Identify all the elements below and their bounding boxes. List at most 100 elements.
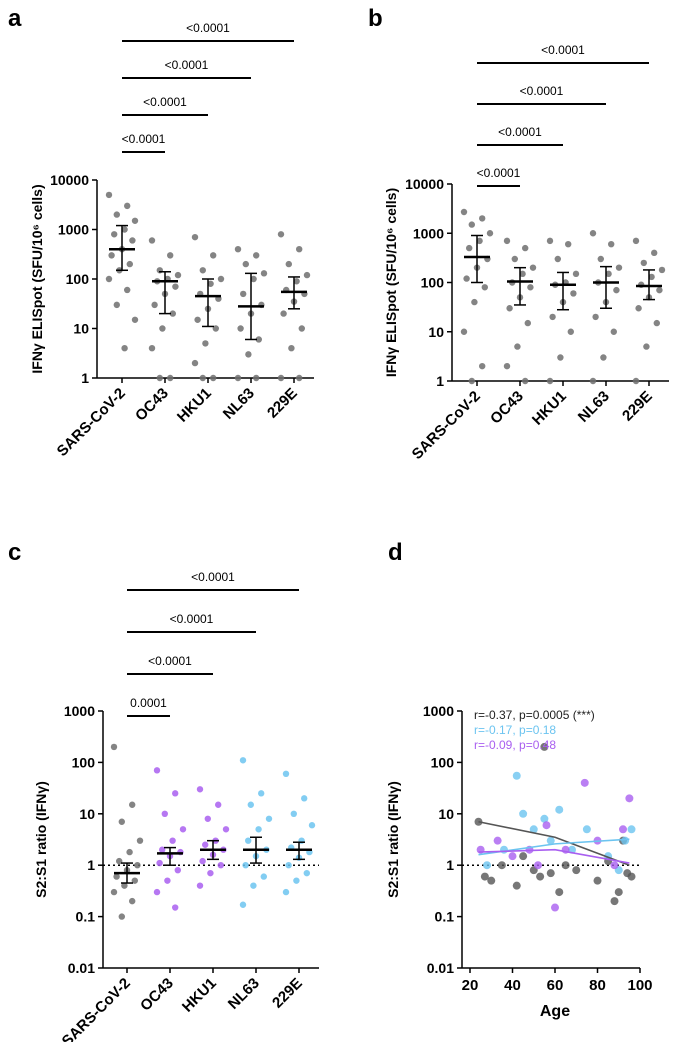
data-point: [105, 191, 113, 199]
data-point: [463, 275, 470, 282]
data-point: [153, 767, 161, 774]
data-point: [174, 866, 181, 874]
significance-label: <0.0001: [143, 95, 187, 109]
data-point: [111, 231, 118, 238]
data-point: [217, 275, 225, 283]
data-point: [610, 861, 619, 870]
y-tick-label: 1: [87, 857, 95, 873]
data-point: [156, 374, 163, 382]
data-point: [580, 778, 589, 787]
data-point: [196, 882, 204, 889]
panel-letter: a: [8, 5, 22, 32]
data-point: [222, 826, 230, 833]
correlation-annotation: r=-0.37, p=0.0005 (***): [474, 708, 595, 722]
x-tick-label: SARS-CoV-2: [409, 388, 484, 463]
significance-label: <0.0001: [122, 132, 166, 146]
data-point: [196, 786, 204, 793]
data-point: [131, 316, 139, 323]
x-tick-label: 60: [547, 977, 564, 994]
y-tick-label: 0.01: [427, 960, 454, 976]
y-tick-label: 100: [421, 275, 445, 291]
data-point: [572, 866, 581, 875]
x-tick-label: NL63: [225, 975, 263, 1013]
data-point: [468, 221, 475, 228]
significance-label: <0.0001: [541, 43, 585, 57]
significance-label: <0.0001: [186, 21, 230, 35]
data-point: [658, 266, 666, 274]
data-point: [460, 328, 468, 335]
data-point: [479, 362, 486, 370]
data-point: [199, 267, 206, 274]
data-point: [121, 344, 128, 352]
data-point: [600, 354, 607, 361]
data-point: [282, 888, 290, 896]
data-point: [156, 267, 163, 274]
data-point: [589, 230, 597, 237]
data-point: [610, 328, 617, 335]
data-point: [466, 244, 473, 252]
y-tick-label: 1000: [64, 703, 95, 719]
data-point: [277, 374, 285, 382]
data-point: [113, 301, 121, 309]
data-point: [210, 374, 217, 382]
data-point: [529, 825, 538, 834]
data-point: [179, 826, 187, 833]
data-point: [191, 359, 199, 367]
data-point: [615, 264, 623, 271]
y-tick-label: 1000: [423, 703, 454, 719]
data-point: [124, 286, 131, 294]
data-point: [592, 313, 599, 321]
data-point: [503, 237, 511, 245]
data-point: [164, 877, 171, 884]
significance-label: 0.0001: [130, 696, 167, 710]
data-point: [653, 319, 660, 327]
data-point: [506, 305, 513, 312]
data-point: [239, 901, 247, 908]
data-point: [167, 252, 174, 259]
y-tick-label: 10: [438, 806, 454, 822]
data-point: [156, 859, 163, 867]
significance-label: <0.0001: [170, 612, 214, 626]
data-point: [131, 877, 138, 884]
data-point: [483, 861, 491, 870]
x-tick-label: 40: [504, 977, 521, 994]
data-point: [194, 316, 201, 323]
data-point: [481, 284, 488, 291]
data-point: [277, 231, 285, 238]
correlation-annotation: r=-0.17, p=0.18: [474, 723, 556, 737]
y-tick-label: 0.01: [68, 960, 95, 976]
data-point: [519, 809, 528, 818]
data-point: [129, 801, 136, 808]
data-point: [258, 790, 265, 797]
data-point: [554, 255, 561, 263]
data-point: [527, 284, 534, 291]
data-point: [285, 260, 292, 268]
data-point: [519, 270, 526, 278]
data-point: [476, 237, 483, 245]
y-tick-label: 10: [79, 806, 95, 822]
data-point: [110, 743, 118, 751]
panel-letter: b: [368, 5, 383, 32]
x-tick-label: 229E: [264, 385, 301, 422]
data-point: [613, 286, 620, 294]
data-point: [242, 862, 249, 869]
trend-line: [478, 820, 630, 866]
significance-label: <0.0001: [148, 654, 192, 668]
x-tick-label: SARS-CoV-2: [54, 385, 129, 460]
data-point: [237, 325, 244, 332]
data-point: [118, 818, 126, 825]
data-point: [250, 275, 257, 283]
data-point: [191, 233, 199, 241]
data-point: [245, 351, 252, 358]
x-axis-label: Age: [540, 1003, 570, 1020]
data-point: [627, 825, 636, 834]
data-point: [260, 873, 267, 880]
data-point: [234, 374, 242, 382]
data-point: [282, 770, 290, 778]
data-point: [621, 836, 630, 845]
data-point: [167, 374, 174, 382]
data-point: [519, 852, 528, 861]
data-point: [131, 217, 139, 224]
data-point: [593, 876, 602, 885]
data-point: [480, 872, 489, 881]
